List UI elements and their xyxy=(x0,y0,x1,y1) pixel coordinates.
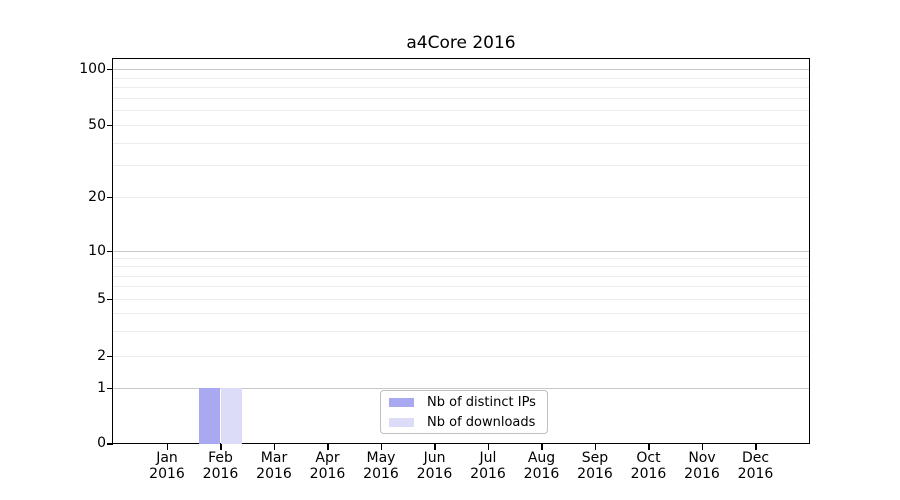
x-tick-label-jun: Jun 2016 xyxy=(395,450,475,482)
x-tick-mark-jul xyxy=(487,444,489,450)
x-tick-mark-apr xyxy=(327,444,329,450)
minor-gridline-y-3 xyxy=(113,330,809,332)
gridline-y-5 xyxy=(113,299,809,300)
x-tick-label-sep: Sep 2016 xyxy=(555,450,635,482)
x-tick-month: Oct xyxy=(636,450,661,466)
x-tick-mark-aug xyxy=(541,444,543,450)
y-tick-mark-5 xyxy=(107,298,113,300)
x-tick-mark-dec xyxy=(755,444,757,450)
y-tick-label-1: 1 xyxy=(97,379,106,396)
minor-gridline-y-60 xyxy=(113,110,809,112)
gridline-y-1 xyxy=(113,388,809,389)
x-tick-label-dec: Dec 2016 xyxy=(716,450,796,482)
x-tick-label-jan: Jan 2016 xyxy=(127,450,207,482)
gridline-y-50 xyxy=(113,125,809,126)
x-tick-mark-may xyxy=(380,444,382,450)
x-tick-year: 2016 xyxy=(416,465,453,482)
x-tick-year: 2016 xyxy=(149,465,185,482)
minor-gridline-y-6 xyxy=(113,286,809,288)
x-tick-label-nov: Nov 2016 xyxy=(662,450,742,482)
x-tick-mark-oct xyxy=(648,444,650,450)
x-tick-mark-mar xyxy=(273,444,275,450)
legend-item-downloads: Nb of downloads xyxy=(389,415,547,430)
legend: Nb of distinct IPs Nb of downloads xyxy=(380,390,548,434)
legend-label-downloads: Nb of downloads xyxy=(427,414,536,430)
x-tick-mark-sep xyxy=(594,444,596,450)
x-tick-month: May xyxy=(366,450,396,466)
x-tick-month: Apr xyxy=(315,450,340,466)
x-tick-mark-jan xyxy=(166,444,168,450)
x-tick-year: 2016 xyxy=(523,465,560,482)
minor-gridline-y-8 xyxy=(113,266,809,268)
gridline-y-100 xyxy=(113,69,809,70)
x-tick-year: 2016 xyxy=(737,465,774,482)
x-tick-month: Jan xyxy=(156,450,178,466)
legend-label-distinct-ips: Nb of distinct IPs xyxy=(427,394,536,410)
minor-gridline-y-40 xyxy=(113,142,809,144)
gridline-y-20 xyxy=(113,197,809,198)
minor-gridline-y-70 xyxy=(113,97,809,99)
y-tick-mark-100 xyxy=(107,68,113,70)
x-tick-year: 2016 xyxy=(470,465,506,482)
x-tick-month: Mar xyxy=(260,450,288,466)
y-tick-mark-50 xyxy=(107,124,113,126)
x-tick-label-aug: Aug 2016 xyxy=(502,450,582,482)
y-tick-mark-1 xyxy=(107,387,113,389)
y-tick-mark-0 xyxy=(107,443,113,445)
x-tick-month: Aug xyxy=(527,450,556,466)
minor-gridline-y-4 xyxy=(113,312,809,314)
chart-title: a4Core 2016 xyxy=(406,33,516,53)
minor-gridline-y-9 xyxy=(113,258,809,260)
x-tick-label-jul: Jul 2016 xyxy=(448,450,528,482)
minor-gridline-y-30 xyxy=(113,165,809,167)
x-tick-month: Jun xyxy=(423,450,446,466)
minor-gridline-y-7 xyxy=(113,275,809,277)
x-tick-year: 2016 xyxy=(577,465,613,482)
y-tick-label-20: 20 xyxy=(88,188,106,205)
x-tick-month: Dec xyxy=(741,450,770,466)
y-tick-mark-10 xyxy=(107,250,113,252)
x-tick-label-oct: Oct 2016 xyxy=(609,450,689,482)
minor-gridline-y-90 xyxy=(113,77,809,79)
y-tick-label-100: 100 xyxy=(79,60,106,77)
bar-distinct-ips-feb xyxy=(199,388,221,444)
x-tick-label-feb: Feb 2016 xyxy=(181,450,261,482)
legend-item-distinct-ips: Nb of distinct IPs xyxy=(389,395,547,410)
y-tick-label-5: 5 xyxy=(97,290,106,307)
y-tick-label-2: 2 xyxy=(97,347,106,364)
x-tick-year: 2016 xyxy=(256,465,292,482)
y-tick-label-0: 0 xyxy=(97,435,106,451)
y-tick-label-10: 10 xyxy=(88,242,106,259)
gridline-y-2 xyxy=(113,356,809,357)
x-tick-year: 2016 xyxy=(684,465,720,482)
x-tick-mark-jun xyxy=(434,444,436,450)
legend-swatch-distinct-ips xyxy=(389,397,414,407)
x-tick-month: Nov xyxy=(688,450,716,466)
x-tick-label-mar: Mar 2016 xyxy=(234,450,314,482)
y-tick-mark-2 xyxy=(107,355,113,357)
minor-gridline-y-80 xyxy=(113,87,809,89)
x-tick-mark-nov xyxy=(701,444,703,450)
y-tick-label-50: 50 xyxy=(88,116,106,133)
legend-swatch-downloads xyxy=(389,417,414,427)
x-tick-year: 2016 xyxy=(630,465,667,482)
x-tick-month: Feb xyxy=(208,450,233,466)
bar-downloads-feb xyxy=(220,388,242,444)
x-tick-year: 2016 xyxy=(309,465,346,482)
x-tick-month: Sep xyxy=(581,450,609,466)
x-tick-year: 2016 xyxy=(202,465,239,482)
x-tick-label-apr: Apr 2016 xyxy=(288,450,368,482)
x-tick-label-may: May 2016 xyxy=(341,450,421,482)
x-tick-year: 2016 xyxy=(363,465,399,482)
x-tick-mark-feb xyxy=(220,444,222,450)
y-tick-mark-20 xyxy=(107,196,113,198)
gridline-y-10 xyxy=(113,251,809,252)
plot-area xyxy=(112,58,810,444)
x-tick-month: Jul xyxy=(479,450,497,466)
